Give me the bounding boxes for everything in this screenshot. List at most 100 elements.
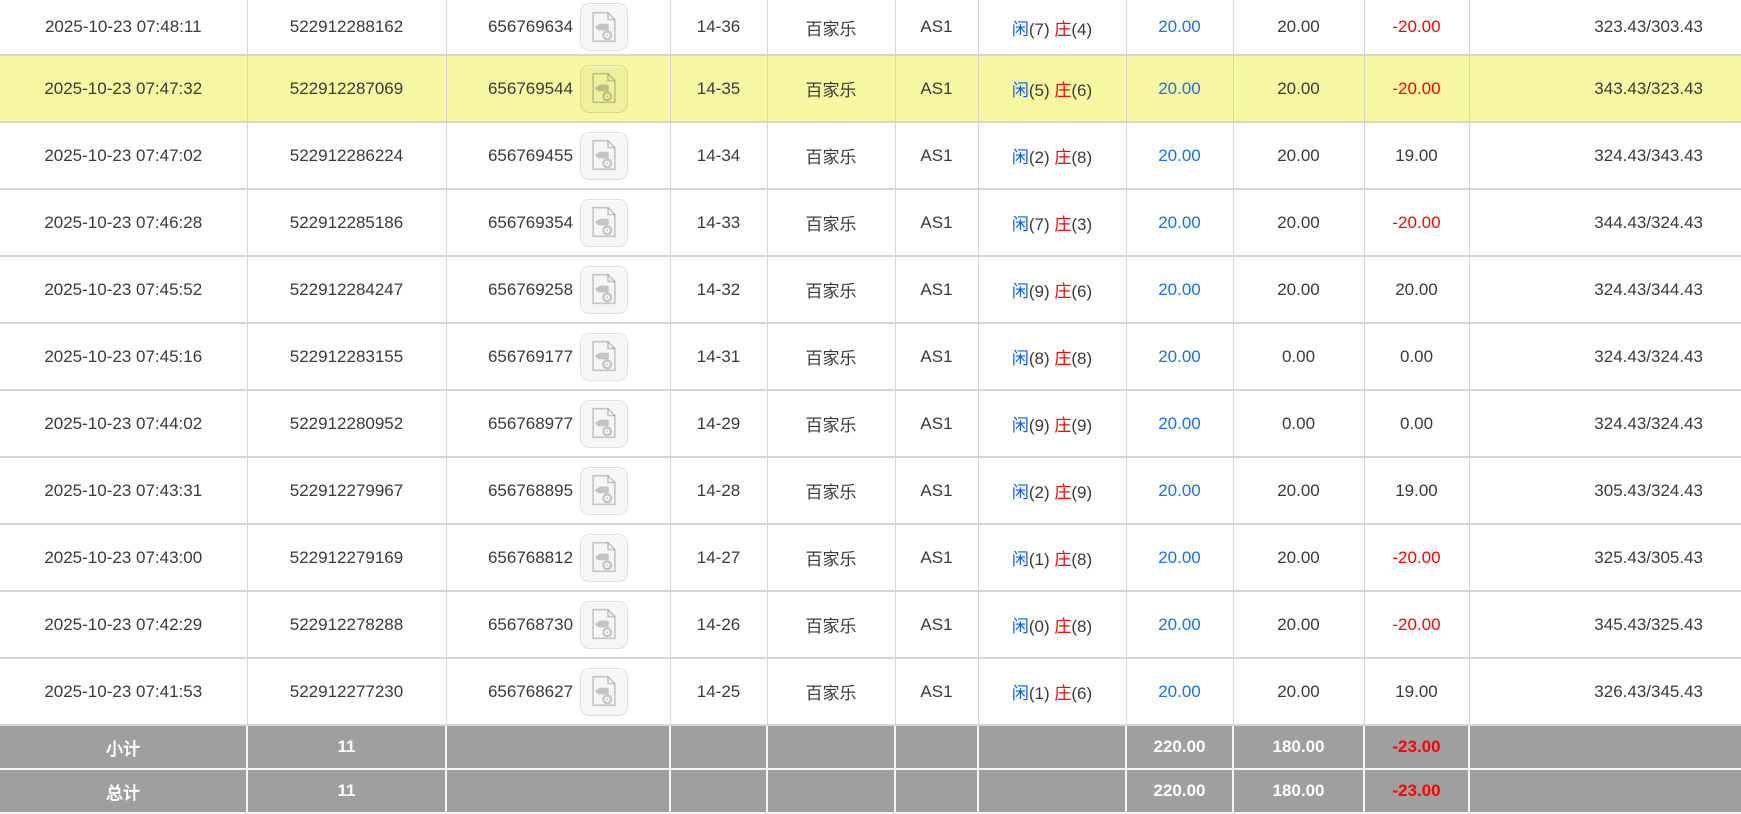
game-result-cell: 闲(2) 庄(9) bbox=[977, 456, 1127, 525]
game-round-id-cell: 656768977 bbox=[445, 389, 671, 458]
bet-time-cell: 2025-10-23 07:46:28 bbox=[0, 188, 248, 257]
video-replay-button[interactable] bbox=[580, 667, 629, 716]
game-round-id-cell: 656768627 bbox=[445, 657, 671, 726]
bet-amount-link[interactable]: 20.00 bbox=[1158, 681, 1201, 701]
video-replay-button[interactable] bbox=[580, 3, 629, 51]
game-type-cell: 百家乐 bbox=[766, 255, 896, 324]
table-round-cell: 14-25 bbox=[669, 657, 768, 726]
game-round-id-cell: 656769455 bbox=[445, 121, 671, 190]
bet-amount-link[interactable]: 20.00 bbox=[1158, 480, 1201, 500]
game-round-id-cell: 656768812 bbox=[445, 523, 671, 592]
game-type-cell: 百家乐 bbox=[766, 322, 896, 391]
player-score: (8) bbox=[1028, 349, 1050, 368]
bet-amount-link[interactable]: 20.00 bbox=[1158, 17, 1201, 36]
table-name-cell: AS1 bbox=[894, 657, 979, 726]
win-loss-cell: 20.00 bbox=[1363, 255, 1470, 324]
player-label: 闲 bbox=[1011, 148, 1029, 167]
table-name-cell: AS1 bbox=[894, 255, 979, 324]
video-replay-button[interactable] bbox=[580, 600, 629, 649]
win-loss-cell: 19.00 bbox=[1363, 456, 1470, 525]
game-result-cell: 闲(7) 庄(4) bbox=[977, 0, 1127, 56]
balance-cell: 343.43/323.43 bbox=[1468, 54, 1741, 123]
bet-record-row[interactable]: 2025-10-23 07:45:52 522912284247 6567692… bbox=[0, 255, 1741, 324]
video-replay-button[interactable] bbox=[580, 399, 629, 448]
summary-win-loss-total: -23.00 bbox=[1363, 724, 1470, 770]
player-label: 闲 bbox=[1011, 81, 1029, 100]
table-round-cell: 14-31 bbox=[669, 322, 768, 391]
bet-amount-cell: 20.00 bbox=[1125, 456, 1234, 525]
bet-amount-link[interactable]: 20.00 bbox=[1158, 78, 1201, 98]
bet-record-row[interactable]: 2025-10-23 07:46:28 522912285186 6567693… bbox=[0, 188, 1741, 257]
summary-empty-cell bbox=[894, 724, 979, 770]
bet-record-row[interactable]: 2025-10-23 07:44:02 522912280952 6567689… bbox=[0, 389, 1741, 458]
video-replay-button[interactable] bbox=[580, 466, 629, 515]
game-type-cell: 百家乐 bbox=[766, 456, 896, 525]
bet-amount-link[interactable]: 20.00 bbox=[1158, 547, 1201, 567]
bet-id-cell: 522912284247 bbox=[246, 255, 447, 324]
banker-score: (4) bbox=[1071, 19, 1093, 39]
banker-label: 庄 bbox=[1054, 148, 1072, 167]
bet-record-row[interactable]: 2025-10-23 07:45:16 522912283155 6567691… bbox=[0, 322, 1741, 391]
video-replay-button[interactable] bbox=[580, 332, 629, 381]
game-round-id: 656768627 bbox=[487, 681, 574, 701]
bet-amount-cell: 20.00 bbox=[1125, 523, 1234, 592]
player-score: (0) bbox=[1028, 617, 1050, 636]
table-name-cell: AS1 bbox=[894, 456, 979, 525]
banker-score: (3) bbox=[1071, 215, 1093, 234]
player-label: 闲 bbox=[1011, 483, 1029, 502]
video-replay-button[interactable] bbox=[580, 265, 629, 314]
player-score: (1) bbox=[1028, 684, 1050, 703]
valid-bet-cell: 20.00 bbox=[1232, 657, 1365, 726]
bet-id-cell: 522912288162 bbox=[246, 0, 447, 56]
banker-score: (8) bbox=[1071, 148, 1093, 167]
bet-amount-link[interactable]: 20.00 bbox=[1158, 212, 1201, 232]
video-file-icon bbox=[592, 675, 616, 707]
valid-bet-cell: 20.00 bbox=[1232, 590, 1365, 659]
bet-id-cell: 522912277230 bbox=[246, 657, 447, 726]
bet-record-row[interactable]: 2025-10-23 07:47:32 522912287069 6567695… bbox=[0, 54, 1741, 123]
valid-bet-cell: 20.00 bbox=[1232, 121, 1365, 190]
win-loss-cell: -20.00 bbox=[1363, 54, 1470, 123]
bet-record-row[interactable]: 2025-10-23 07:48:11 522912288162 6567696… bbox=[0, 0, 1741, 56]
video-replay-button[interactable] bbox=[580, 64, 629, 113]
bet-record-row[interactable]: 2025-10-23 07:47:02 522912286224 6567694… bbox=[0, 121, 1741, 190]
summary-empty-cell bbox=[669, 724, 768, 770]
summary-empty-cell bbox=[766, 724, 896, 770]
banker-label: 庄 bbox=[1054, 215, 1072, 234]
game-type-cell: 百家乐 bbox=[766, 0, 896, 56]
summary-valid-total: 180.00 bbox=[1232, 768, 1365, 814]
player-score: (2) bbox=[1028, 148, 1050, 167]
banker-label: 庄 bbox=[1054, 550, 1072, 569]
bet-record-row[interactable]: 2025-10-23 07:42:29 522912278288 6567687… bbox=[0, 590, 1741, 659]
bet-time-cell: 2025-10-23 07:43:00 bbox=[0, 523, 248, 592]
summary-empty-cell bbox=[1468, 768, 1741, 814]
table-round-cell: 14-29 bbox=[669, 389, 768, 458]
bet-record-row[interactable]: 2025-10-23 07:43:00 522912279169 6567688… bbox=[0, 523, 1741, 592]
bet-amount-link[interactable]: 20.00 bbox=[1158, 413, 1201, 433]
bet-id-cell: 522912285186 bbox=[246, 188, 447, 257]
bet-record-row[interactable]: 2025-10-23 07:43:31 522912279967 6567688… bbox=[0, 456, 1741, 525]
balance-cell: 325.43/305.43 bbox=[1468, 523, 1741, 592]
game-round-id: 656768895 bbox=[487, 480, 574, 500]
bet-amount-link[interactable]: 20.00 bbox=[1158, 346, 1201, 366]
player-label: 闲 bbox=[1011, 282, 1029, 301]
bet-record-row[interactable]: 2025-10-23 07:41:53 522912277230 6567686… bbox=[0, 657, 1741, 726]
video-replay-button[interactable] bbox=[580, 131, 629, 180]
balance-cell: 345.43/325.43 bbox=[1468, 590, 1741, 659]
bet-amount-link[interactable]: 20.00 bbox=[1158, 614, 1201, 634]
win-loss-cell: -20.00 bbox=[1363, 0, 1470, 56]
game-type-cell: 百家乐 bbox=[766, 54, 896, 123]
game-round-id-cell: 656769177 bbox=[445, 322, 671, 391]
bet-amount-link[interactable]: 20.00 bbox=[1158, 145, 1201, 165]
valid-bet-cell: 20.00 bbox=[1232, 255, 1365, 324]
banker-label: 庄 bbox=[1054, 19, 1072, 39]
video-replay-button[interactable] bbox=[580, 198, 629, 247]
summary-empty-cell bbox=[445, 724, 671, 770]
video-replay-button[interactable] bbox=[580, 533, 629, 582]
bet-amount-link[interactable]: 20.00 bbox=[1158, 279, 1201, 299]
balance-cell: 324.43/343.43 bbox=[1468, 121, 1741, 190]
table-name-cell: AS1 bbox=[894, 523, 979, 592]
bet-time-cell: 2025-10-23 07:48:11 bbox=[0, 0, 248, 56]
table-name-cell: AS1 bbox=[894, 590, 979, 659]
